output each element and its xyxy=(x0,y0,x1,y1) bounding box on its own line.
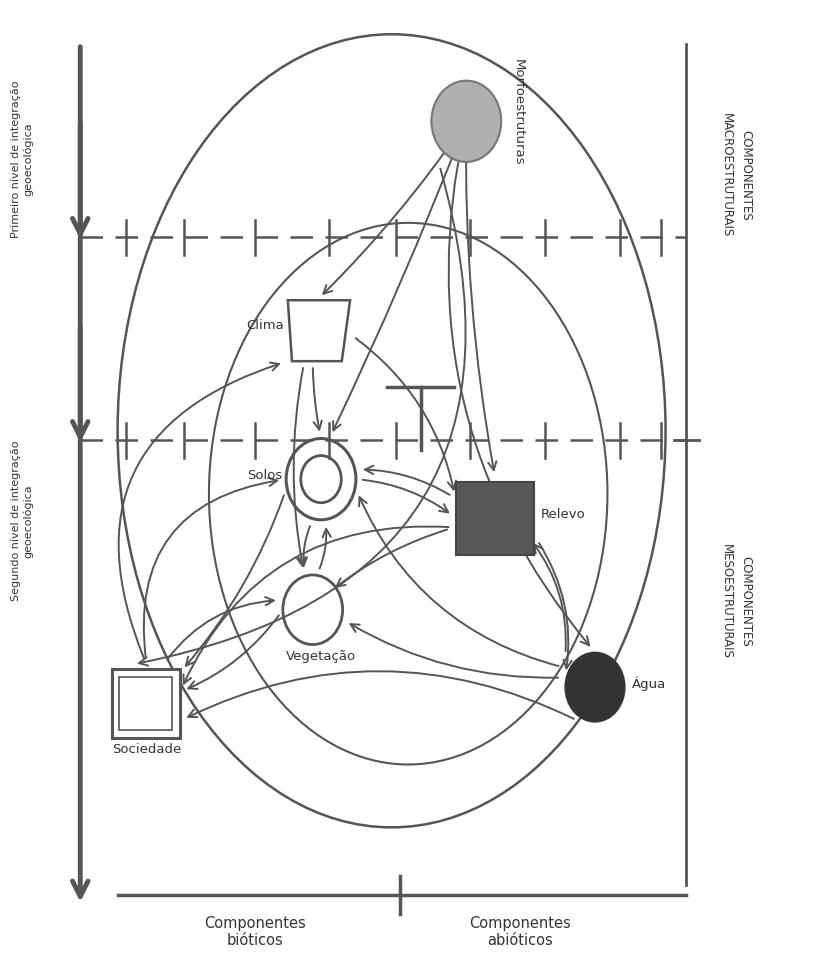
Bar xyxy=(112,669,180,738)
Text: Primeiro nível de integração
geoecológica: Primeiro nível de integração geoecológic… xyxy=(11,80,33,238)
Text: Sociedade: Sociedade xyxy=(112,742,182,756)
Text: Água: Água xyxy=(631,675,666,690)
Bar xyxy=(456,483,535,555)
Text: COMPONENTES
MACROESTRUTURAIS: COMPONENTES MACROESTRUTURAIS xyxy=(721,113,752,237)
Text: Vegetação: Vegetação xyxy=(286,650,356,663)
Circle shape xyxy=(431,81,501,163)
Text: Relevo: Relevo xyxy=(541,507,586,520)
Bar xyxy=(119,677,172,730)
Text: Solos: Solos xyxy=(247,468,282,482)
Text: Segundo nível de integração
geoecológica: Segundo nível de integração geoecológica xyxy=(11,440,33,601)
Circle shape xyxy=(565,653,625,722)
Text: Morfoestruturas: Morfoestruturas xyxy=(512,59,525,166)
Text: Componentes
abióticos: Componentes abióticos xyxy=(470,915,571,947)
Text: Clima: Clima xyxy=(246,319,284,331)
Text: COMPONENTES
MESOESTRUTURAIS: COMPONENTES MESOESTRUTURAIS xyxy=(721,543,752,658)
Text: Componentes
bióticos: Componentes bióticos xyxy=(204,915,306,947)
Polygon shape xyxy=(288,301,350,361)
